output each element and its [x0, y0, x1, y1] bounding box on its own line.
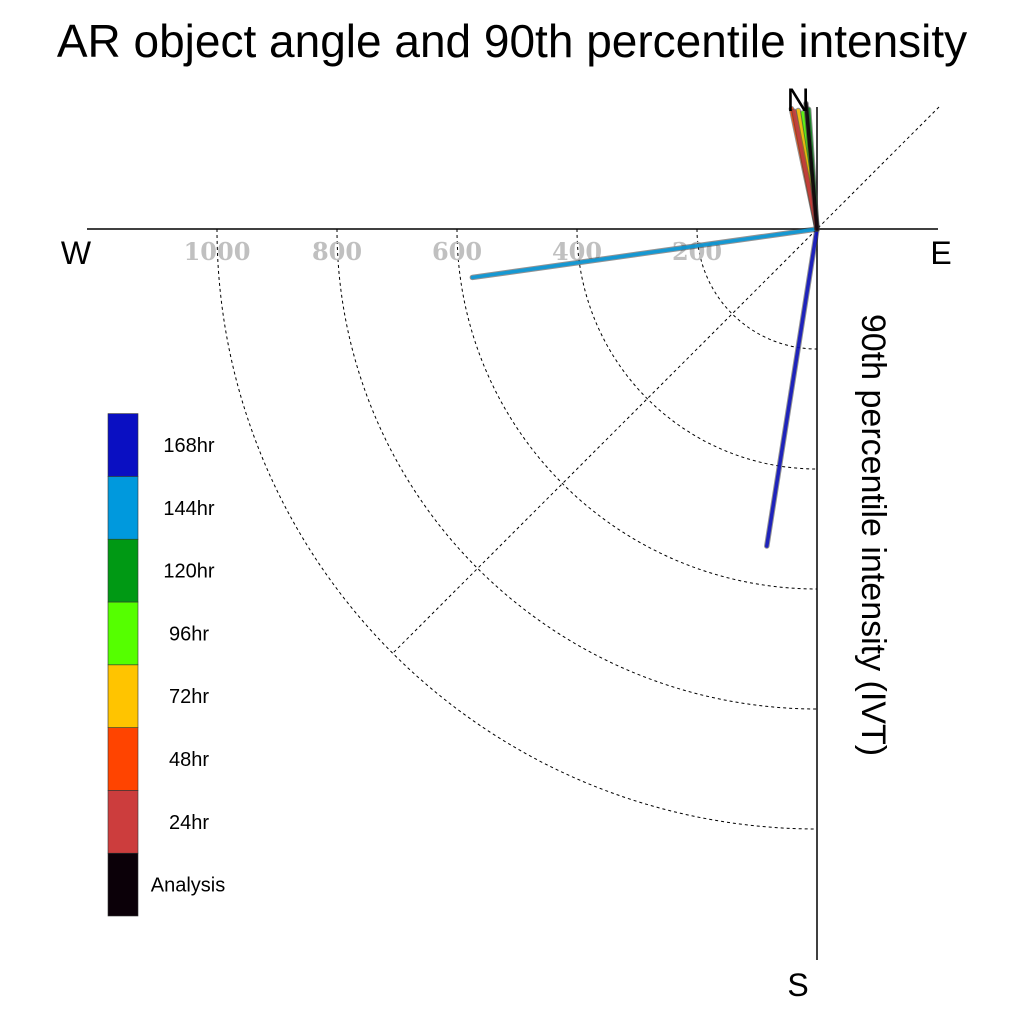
grid-arc-400: [576, 228, 818, 470]
legend-swatch-168hr: [107, 413, 139, 477]
vector-analysis: [804, 101, 819, 231]
diagonal-grid-line: [392, 106, 940, 654]
legend-label-72hr: 72hr: [169, 686, 209, 708]
west-label: W: [61, 235, 92, 271]
axes: [87, 107, 938, 960]
east-label: E: [930, 235, 951, 271]
legend-swatch-48hr: [107, 727, 139, 791]
legend-swatch-144hr: [107, 476, 139, 540]
legend-swatch-96hr: [107, 601, 139, 666]
legend-swatch-24hr: [107, 790, 139, 854]
south-label: S: [787, 967, 808, 1003]
vector-144hr: [470, 227, 819, 280]
vectors: [469, 100, 820, 549]
vector-168hr: [765, 227, 819, 548]
legend-label-48hr: 48hr: [169, 749, 209, 771]
tick-label-600: 600: [432, 237, 482, 266]
north-label: N: [786, 82, 809, 118]
grid: [216, 106, 940, 830]
legend-label-144hr: 144hr: [163, 498, 214, 520]
legend-swatch-72hr: [107, 664, 139, 728]
y-axis-label: 90th percentile intensity (IVT): [854, 314, 892, 756]
legend: Analysis 24hr 48hr 72hr 96hr 120hr 144hr 168hr: [107, 413, 225, 917]
grid-arc-1000: [216, 228, 818, 830]
legend-swatch-120hr: [107, 538, 139, 603]
legend-label-168hr: 168hr: [163, 435, 214, 457]
legend-label-96hr: 96hr: [169, 623, 209, 645]
tick-label-1000: 1000: [184, 237, 251, 266]
chart-title: AR object angle and 90th percentile inte…: [56, 15, 968, 67]
legend-label-120hr: 120hr: [163, 561, 214, 583]
legend-label-24hr: 24hr: [169, 812, 209, 834]
legend-label-analysis: Analysis: [151, 875, 225, 897]
grid-arc-600: [456, 228, 818, 590]
legend-swatch-analysis: [107, 852, 139, 917]
grid-arc-200: [696, 228, 818, 350]
tick-label-800: 800: [312, 237, 362, 266]
